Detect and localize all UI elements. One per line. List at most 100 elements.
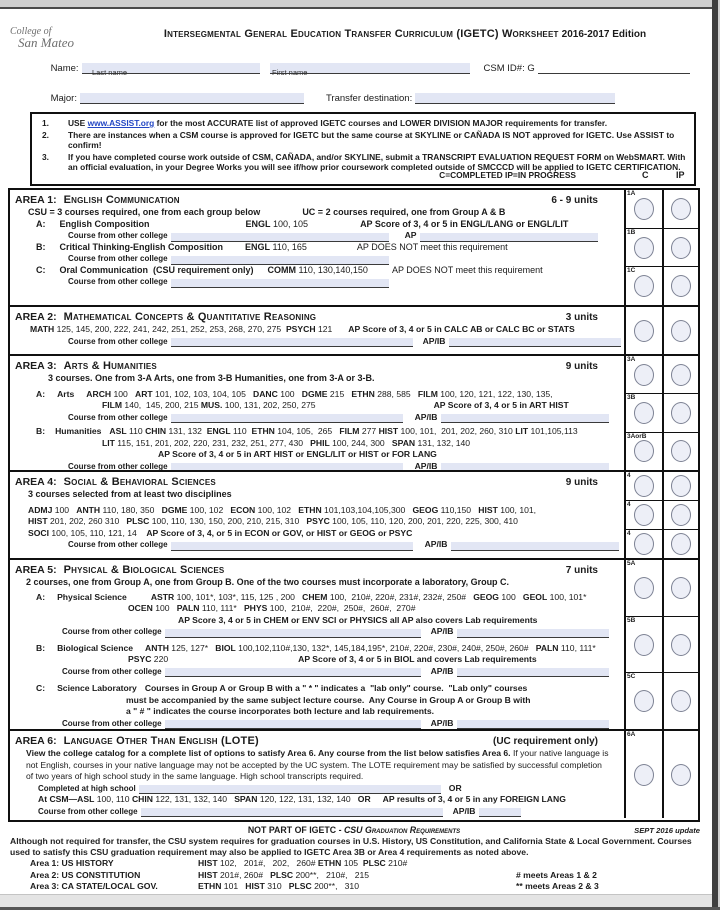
assist-link[interactable]: www.ASSIST.org [87, 118, 155, 128]
entry-field[interactable] [170, 541, 413, 551]
instruction-text: USE www.ASSIST.org for the most ACCURATE… [68, 118, 686, 129]
entry-field[interactable] [450, 541, 619, 551]
text-segment: A: [36, 591, 46, 602]
completed-circle[interactable] [634, 690, 654, 713]
completed-circle[interactable] [634, 475, 654, 497]
in-progress-circle[interactable] [671, 440, 691, 463]
status-cell: 4 [626, 500, 698, 529]
content-row: Completed at high school OR [10, 783, 624, 794]
text-segment: 110, 180, 350 [100, 504, 162, 515]
completed-circle[interactable] [634, 440, 654, 463]
entry-field[interactable] [456, 668, 609, 677]
entry-field[interactable] [419, 232, 598, 242]
text-segment: Course from other college [68, 231, 168, 240]
entry-field[interactable] [170, 232, 389, 242]
completed-column-cell [626, 190, 662, 228]
text-segment: ASL [109, 426, 127, 436]
entry-field[interactable] [138, 785, 441, 794]
content-row: Course from other college [10, 253, 624, 265]
completed-circle[interactable] [634, 363, 654, 386]
text-segment: 121 [315, 324, 333, 334]
completed-circle[interactable] [634, 401, 654, 424]
instruction-item-1: 1. USE www.ASSIST.org for the most ACCUR… [42, 118, 686, 129]
entry-field[interactable] [440, 414, 609, 423]
completed-circle[interactable] [634, 533, 654, 555]
text-segment: 102, 201#, 202, 260# [217, 858, 318, 868]
in-progress-circle[interactable] [671, 504, 691, 526]
completed-circle[interactable] [634, 275, 654, 298]
text-segment: HIST [198, 869, 218, 880]
in-progress-circle[interactable] [671, 363, 691, 386]
text-segment: 100, 105, 110, 120, 200, 201, 220, 225, … [329, 516, 518, 526]
entry-field[interactable] [170, 338, 413, 347]
completed-circle[interactable] [634, 576, 654, 599]
title-edition: 2016-2017 Edition [561, 29, 647, 40]
status-cell-label: 1B [627, 228, 636, 236]
text-segment: CHEM [302, 591, 328, 602]
completed-circle[interactable] [634, 763, 654, 786]
status-column: 4 4 4 [624, 472, 698, 558]
entry-field[interactable] [456, 628, 609, 638]
text-segment: 120, 122, 131, 132, 140 [257, 794, 358, 804]
text-segment: 110, 111* [558, 642, 596, 653]
transfer-field[interactable] [415, 93, 616, 104]
text-segment: DGME [301, 388, 328, 399]
area-heading: AREA 4: Social & Behavioral Sciences 9 uni… [10, 474, 624, 489]
text-segment: ENGL [245, 218, 271, 229]
text-segment: B: [36, 642, 46, 653]
text-segment: 100, 110 [94, 794, 132, 804]
text-segment: 100 [111, 388, 135, 399]
entry-field[interactable] [170, 414, 403, 423]
text-segment: C: [36, 264, 46, 275]
in-progress-circle[interactable] [671, 633, 691, 656]
text-segment: AP/IB [430, 665, 454, 676]
status-column: 6A [624, 731, 698, 818]
entry-field[interactable] [170, 255, 389, 265]
text-segment: 288, 585 [374, 388, 418, 399]
completed-circle[interactable] [634, 197, 654, 220]
entry-field[interactable] [170, 278, 389, 288]
scan-edge-top [0, 0, 720, 7]
completed-circle[interactable] [634, 319, 654, 342]
in-progress-circle[interactable] [671, 475, 691, 497]
in-progress-circle[interactable] [671, 690, 691, 713]
text-segment: Humanities [55, 426, 102, 436]
in-progress-column-cell [662, 560, 698, 616]
in-progress-circle[interactable] [671, 576, 691, 599]
entry-field[interactable] [164, 668, 421, 677]
major-field[interactable] [79, 93, 304, 104]
status-cell: 5B [626, 615, 698, 673]
status-cell-label: 1A [627, 190, 636, 197]
title-text: Intersegmental General Education Transfe… [163, 28, 559, 40]
in-progress-circle[interactable] [671, 275, 691, 298]
in-progress-circle[interactable] [671, 319, 691, 342]
completed-circle[interactable] [634, 633, 654, 656]
content-row: SOCI 100, 105, 110, 121, 14 AP Score of … [10, 528, 624, 540]
text-segment: LIT [102, 437, 115, 448]
completed-circle[interactable] [634, 504, 654, 526]
text-segment: 200**, 210#, 215 [293, 869, 370, 880]
in-progress-column-cell [662, 307, 698, 354]
text-segment: Science Laboratory [57, 683, 137, 693]
entry-field[interactable] [140, 808, 443, 817]
in-progress-circle[interactable] [671, 533, 691, 555]
completed-circle[interactable] [634, 236, 654, 259]
entry-field[interactable] [164, 628, 421, 638]
text-segment: 100, 102 [187, 504, 231, 515]
status-cell: 1A [626, 190, 698, 228]
in-progress-circle[interactable] [671, 401, 691, 424]
in-progress-column-cell [662, 432, 698, 470]
last-name-field[interactable] [81, 63, 260, 74]
entry-field[interactable] [164, 720, 421, 729]
csm-id-field[interactable] [537, 63, 690, 74]
first-name-field[interactable] [269, 63, 470, 74]
entry-field[interactable] [440, 463, 609, 470]
entry-field[interactable] [448, 338, 621, 347]
in-progress-circle[interactable] [671, 763, 691, 786]
entry-field[interactable] [478, 808, 521, 817]
entry-field[interactable] [170, 463, 403, 470]
in-progress-circle[interactable] [671, 236, 691, 259]
in-progress-circle[interactable] [671, 197, 691, 220]
text-segment: HIST [478, 504, 498, 515]
entry-field[interactable] [456, 720, 609, 729]
